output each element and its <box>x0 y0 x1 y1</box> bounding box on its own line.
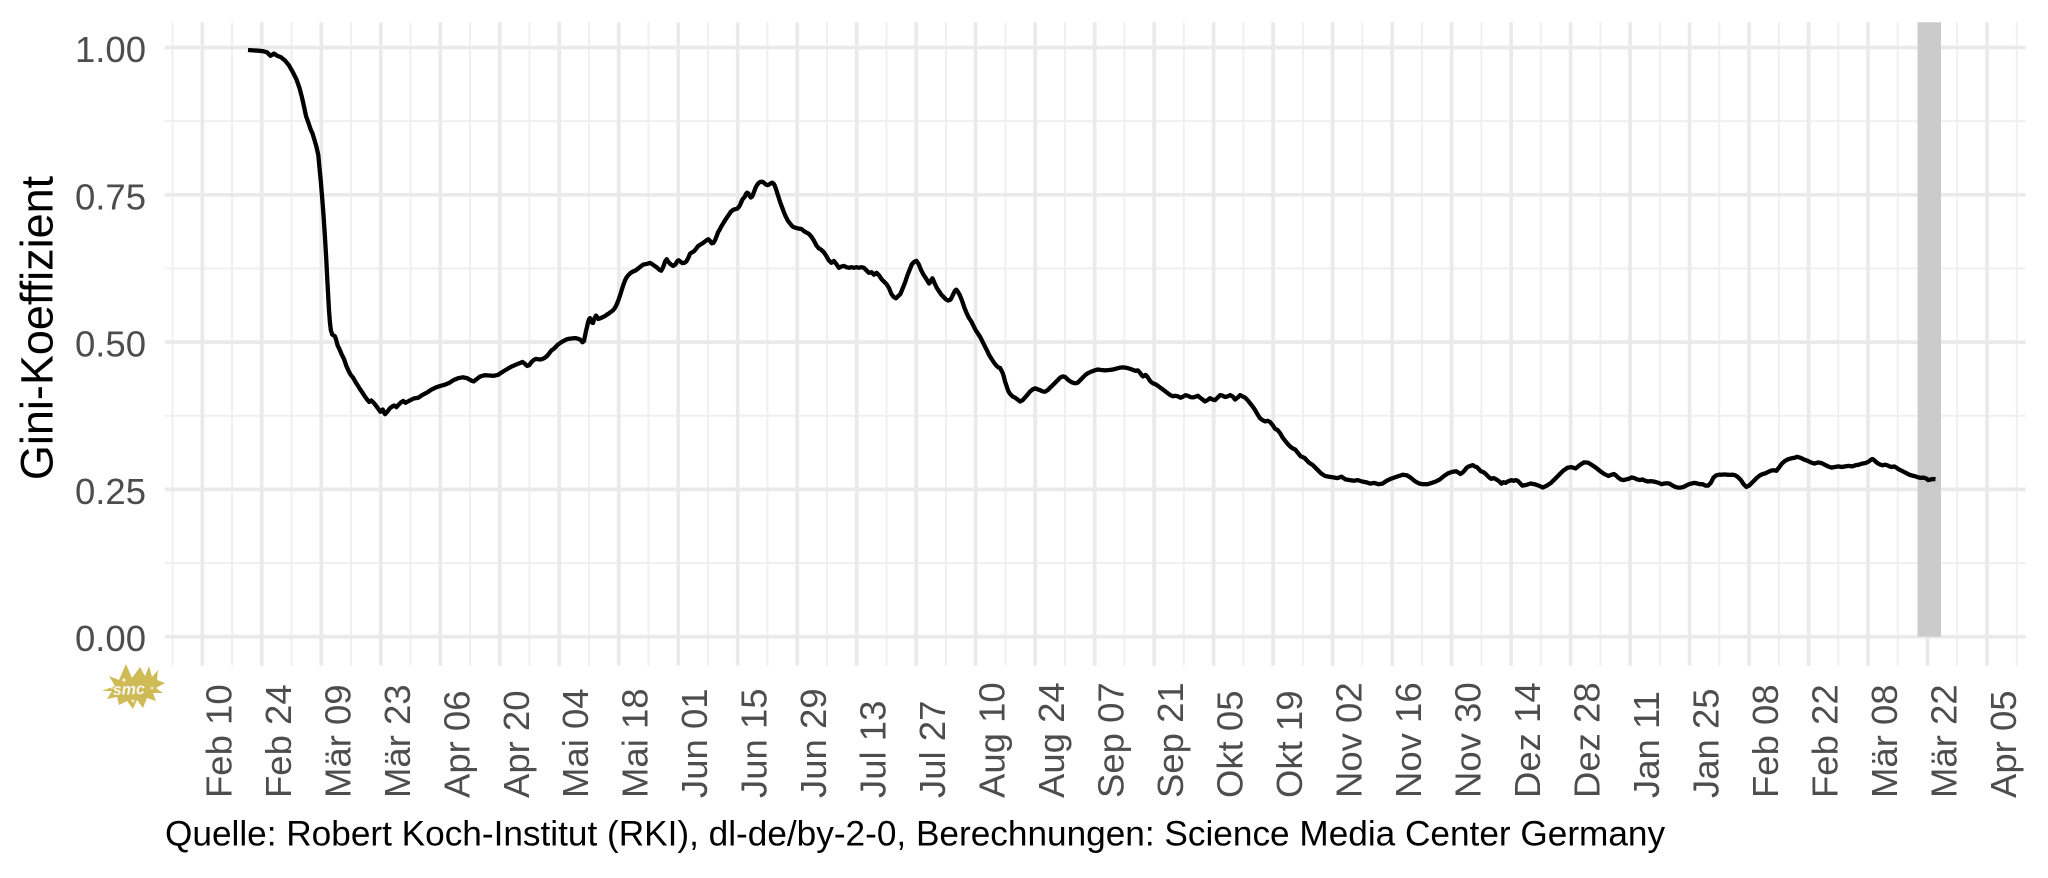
svg-text:Quelle: Robert Koch-Institut (: Quelle: Robert Koch-Institut (RKI), dl-d… <box>165 815 1665 854</box>
svg-text:Jun 29: Jun 29 <box>793 688 834 798</box>
svg-text:Jun 15: Jun 15 <box>734 688 775 798</box>
svg-text:Sep 21: Sep 21 <box>1150 682 1191 798</box>
svg-text:Apr 05: Apr 05 <box>1983 690 2024 798</box>
svg-text:Mär 22: Mär 22 <box>1924 684 1965 798</box>
svg-text:Apr 06: Apr 06 <box>436 690 477 798</box>
svg-text:Mai 04: Mai 04 <box>555 688 596 798</box>
svg-text:Dez 28: Dez 28 <box>1567 682 1608 798</box>
svg-text:Jun 01: Jun 01 <box>674 688 715 798</box>
svg-text:Feb 22: Feb 22 <box>1805 684 1846 798</box>
svg-text:Jul 13: Jul 13 <box>853 701 894 798</box>
svg-text:Dez 14: Dez 14 <box>1507 682 1548 798</box>
svg-text:Apr 20: Apr 20 <box>496 690 537 798</box>
svg-text:Mär 09: Mär 09 <box>317 684 358 798</box>
svg-text:Feb 10: Feb 10 <box>198 684 239 798</box>
svg-text:Mai 18: Mai 18 <box>615 688 656 798</box>
svg-text:Nov 30: Nov 30 <box>1448 682 1489 798</box>
svg-text:Nov 02: Nov 02 <box>1329 682 1370 798</box>
svg-text:Okt 05: Okt 05 <box>1210 690 1251 798</box>
svg-text:Okt 19: Okt 19 <box>1269 690 1310 798</box>
svg-text:0.75: 0.75 <box>75 176 146 217</box>
svg-text:Nov 16: Nov 16 <box>1388 682 1429 798</box>
svg-text:Jul 27: Jul 27 <box>912 701 953 798</box>
svg-text:Jan 11: Jan 11 <box>1626 691 1667 798</box>
svg-text:0.00: 0.00 <box>75 618 146 659</box>
svg-text:Aug 10: Aug 10 <box>972 682 1013 798</box>
svg-text:0.25: 0.25 <box>75 471 146 512</box>
svg-text:0.50: 0.50 <box>75 324 146 365</box>
svg-text:smc: smc <box>113 681 146 699</box>
svg-text:Feb 08: Feb 08 <box>1745 684 1786 798</box>
svg-text:Mär 23: Mär 23 <box>377 684 418 798</box>
svg-text:Feb 24: Feb 24 <box>258 684 299 798</box>
svg-text:Aug 24: Aug 24 <box>1031 682 1072 798</box>
svg-text:Sep 07: Sep 07 <box>1091 682 1132 798</box>
svg-text:Jan 25: Jan 25 <box>1686 688 1727 798</box>
svg-text:Gini-Koeffizient: Gini-Koeffizient <box>12 175 63 480</box>
svg-text:Mär 08: Mär 08 <box>1864 684 1905 798</box>
svg-text:1.00: 1.00 <box>75 29 146 70</box>
